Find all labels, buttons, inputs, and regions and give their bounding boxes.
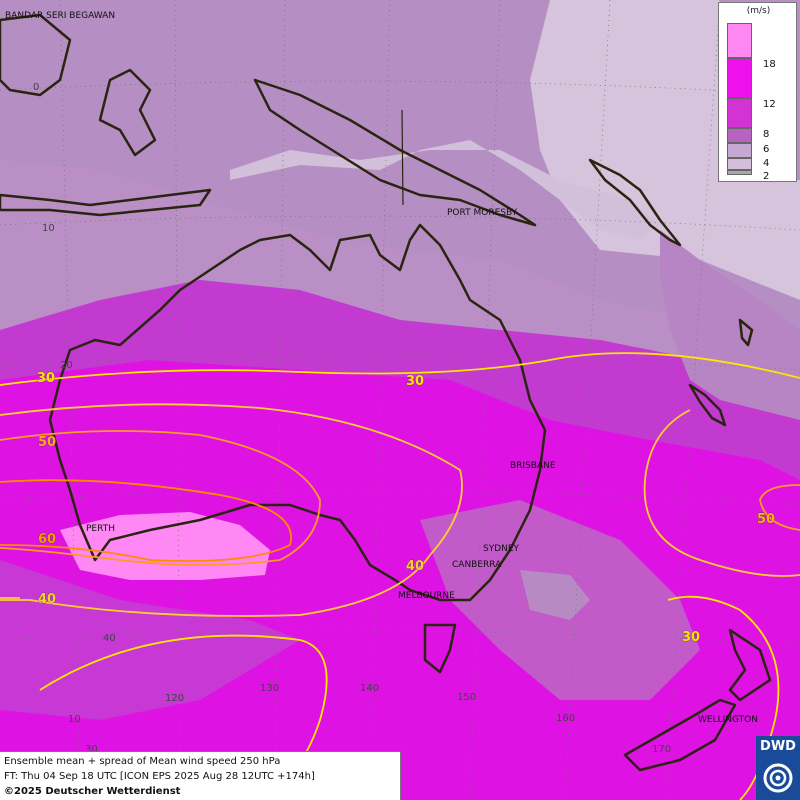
dwd-logo-text: DWD bbox=[760, 739, 796, 754]
nz-north-island-coast bbox=[728, 628, 772, 702]
isotach-30 bbox=[0, 352, 800, 386]
legend-swatch bbox=[727, 170, 752, 175]
city-label-brisbane: BRISBANE bbox=[510, 461, 556, 471]
lon-label: 120 bbox=[165, 693, 184, 704]
nz-south-island-coast bbox=[623, 698, 737, 772]
city-label-perth: PERTH bbox=[86, 524, 115, 534]
lesser-sunda-coast bbox=[0, 188, 212, 217]
isotach-label: 40 bbox=[406, 559, 424, 574]
legend-swatch bbox=[727, 98, 752, 128]
lon-label: 170 bbox=[652, 744, 671, 755]
lat-label: 40 bbox=[103, 633, 116, 644]
isotach-label: 60 bbox=[38, 532, 56, 547]
lat-label: 0 bbox=[33, 82, 39, 93]
city-label-port-moresby: PORT MORESBY bbox=[447, 208, 518, 218]
new-caledonia-coast bbox=[688, 383, 727, 427]
caption-copyright: ©2025 Deutscher Wetterdienst bbox=[4, 786, 181, 797]
max-wind-core bbox=[60, 512, 270, 580]
legend-swatch bbox=[727, 23, 752, 58]
map-caption: Ensemble mean + spread of Mean wind spee… bbox=[0, 751, 401, 800]
city-label-wellington: WELLINGTON bbox=[698, 715, 758, 725]
caption-forecast-time: FT: Thu 04 Sep 18 UTC [ICON EPS 2025 Aug… bbox=[4, 771, 315, 782]
lon-label: 150 bbox=[457, 692, 476, 703]
caption-title: Ensemble mean + spread of Mean wind spee… bbox=[4, 756, 281, 767]
isotach-label: 30 bbox=[682, 630, 700, 645]
isotach-50-west bbox=[0, 430, 321, 566]
legend-swatch bbox=[727, 143, 752, 158]
spread-band-light-central bbox=[230, 140, 660, 240]
city-label-bandar-seri-begawan: BANDAR SERI BEGAWAN bbox=[5, 11, 115, 21]
city-label-melbourne: MELBOURNE bbox=[398, 591, 455, 601]
legend-level: 12 bbox=[763, 99, 776, 110]
lat-label: 20 bbox=[60, 360, 73, 371]
legend-level: 4 bbox=[763, 158, 770, 169]
isotach-40-east bbox=[643, 409, 800, 577]
legend-level: 8 bbox=[763, 129, 770, 140]
australia-coast bbox=[48, 223, 547, 602]
isotach-label: 30 bbox=[406, 374, 424, 389]
city-label-canberra: CANBERRA bbox=[452, 560, 502, 570]
borneo-coast bbox=[0, 13, 72, 97]
lon-label: 140 bbox=[360, 683, 379, 694]
spread-patch-tasman bbox=[520, 570, 590, 620]
tasmania-coast bbox=[423, 623, 457, 674]
dwd-logo: DWD bbox=[756, 736, 800, 800]
spread-band-east bbox=[660, 230, 800, 420]
isotach-label: 50 bbox=[757, 512, 775, 527]
coastlines bbox=[0, 13, 772, 772]
isotach-label: 30 bbox=[37, 371, 55, 386]
lon-label: 130 bbox=[260, 683, 279, 694]
legend-level: 18 bbox=[763, 59, 776, 70]
solomon-islands-coast bbox=[588, 158, 682, 247]
isotach-50-east bbox=[759, 484, 800, 531]
isotach-label: 50 bbox=[38, 435, 56, 450]
legend-level: 2 bbox=[763, 171, 770, 182]
isotach-60 bbox=[0, 479, 292, 562]
legend-swatch bbox=[727, 58, 752, 98]
legend-swatch bbox=[727, 158, 752, 170]
lat-label: 10 bbox=[42, 223, 55, 234]
swirl-icon bbox=[763, 763, 793, 793]
lat-label: 30 bbox=[85, 744, 98, 755]
city-label-sydney: SYDNEY bbox=[483, 544, 520, 554]
isotach-40-main bbox=[0, 403, 463, 617]
legend-swatch bbox=[727, 128, 752, 143]
png-border bbox=[401, 109, 404, 206]
vanuatu-coast bbox=[738, 318, 754, 347]
sulawesi-coast bbox=[98, 68, 157, 157]
legend-unit: (m/s) bbox=[746, 6, 771, 16]
lon-label: 10 bbox=[68, 714, 81, 725]
new-guinea-coast bbox=[253, 78, 537, 227]
legend-level: 6 bbox=[763, 144, 770, 155]
isotach-label: 40 bbox=[38, 592, 56, 607]
color-legend: (m/s) 18 12 8 6 4 2 bbox=[718, 2, 797, 182]
lon-label: 160 bbox=[556, 713, 575, 724]
